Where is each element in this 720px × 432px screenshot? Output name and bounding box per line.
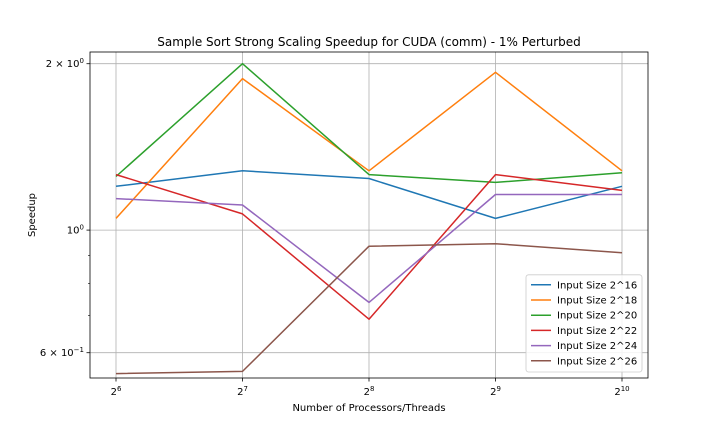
series-lines	[115, 62, 623, 375]
legend: Input Size 2^16 Input Size 2^18 Input Size…	[525, 274, 643, 373]
legend-entry-label: Input Size 2^26	[557, 356, 637, 367]
legend-entry-label: Input Size 2^22	[557, 326, 637, 337]
y-tick-label: 100	[67, 224, 84, 237]
x-tick-label: 27	[237, 385, 248, 398]
y-tick-label: 6 × 10−1	[40, 346, 84, 359]
x-axis-label: Number of Processors/Threads	[292, 403, 445, 414]
series-line	[115, 71, 623, 219]
series-line	[115, 242, 623, 375]
chart-title: Sample Sort Strong Scaling Speedup for C…	[157, 35, 581, 49]
legend-entry-label: Input Size 2^16	[557, 280, 637, 291]
series-line	[115, 173, 623, 320]
x-tick-label: 29	[490, 385, 501, 398]
grid	[90, 52, 648, 378]
series-line	[115, 193, 622, 304]
legend-entry-label: Input Size 2^18	[557, 296, 637, 307]
ticks: 26 27 28 29 210 2 × 100 100 6 × 10−1	[40, 57, 630, 398]
x-tick-label: 26	[111, 385, 122, 398]
y-tick-label: 2 × 100	[46, 57, 84, 70]
legend-box	[525, 274, 643, 373]
legend-entry-label: Input Size 2^24	[557, 341, 637, 352]
x-tick-label: 210	[614, 385, 629, 398]
legend-entry-label: Input Size 2^20	[557, 311, 637, 322]
series-line	[115, 170, 623, 220]
x-tick-label: 28	[364, 385, 375, 398]
y-axis-label: Speedup	[27, 193, 38, 237]
